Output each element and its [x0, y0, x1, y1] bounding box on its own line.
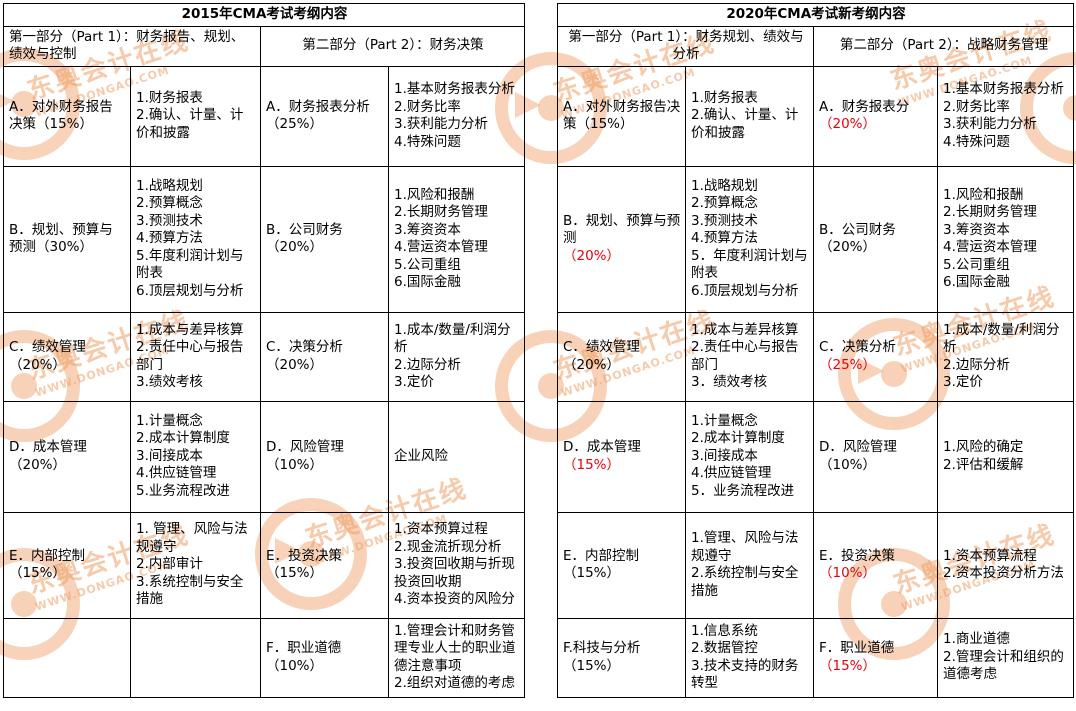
table-row: A．对外财务报告决策（15%） 1.财务报表 2.确认、计量、计价和披露 A．财务…	[3, 65, 525, 167]
part2-detail: 1.风险的确定 2.评估和缓解	[937, 400, 1074, 513]
part1-topic	[3, 617, 131, 698]
part1-detail: 1.成本与差异核算 2.责任中心与报告部门 3.绩效考核	[130, 311, 261, 402]
table-title: 2020年CMA考试新考纲内容	[557, 3, 1074, 27]
part1-topic: B．规划、预算与预测（30%）	[3, 165, 131, 313]
table-2015: 2015年CMA考试考纲内容 第一部分（Part 1）：财务报告、规划、绩效与控…	[3, 3, 525, 698]
part1-detail: 1.财务报表 2.确认、计量、计价和披露	[130, 65, 261, 167]
table-row: C．绩效管理（20%） 1.成本与差异核算 2.责任中心与报告部门 3.绩效考核 C…	[3, 311, 525, 402]
table-part-header-row: 第一部分（Part 1）：财务报告、规划、绩效与控制 第二部分（Part 2）：…	[3, 25, 525, 67]
table-row: E．内部控制（15%） 1.管理、风险与法规遵守 2.系统控制与安全措施 E．投资…	[557, 511, 1074, 619]
table-row: F．职业道德（10%） 1.管理会计和财务管理专业人士的职业道德注意事项 2.组织…	[3, 617, 525, 698]
part2-topic: C．决策分析 （25%）	[813, 311, 938, 402]
part2-detail: 1.成本/数量/利润分析 2.边际分析 3.定价	[937, 311, 1074, 402]
part1-detail: 1.计量概念 2.成本计算制度 3.间接成本 4.供应链管理 5.业务流程改进	[130, 400, 261, 513]
part1-topic: E．内部控制（15%）	[3, 511, 131, 619]
table-row: B．规划、预算与预测（30%） 1.战略规划 2.预算概念 3.预测技术 4.预算方法…	[3, 165, 525, 313]
part2-detail: 1.风险和报酬 2.长期财务管理 3.筹资资本 4.营运资本管理 5.公司重组 6.国际金…	[388, 165, 525, 313]
table-2020: 2020年CMA考试新考纲内容 第一部分（Part 1）：财务规划、绩效与分析 …	[557, 3, 1074, 698]
part2-header: 第二部分（Part 2）：财务决策	[260, 25, 525, 67]
table-row: F.科技与分析（15%） 1.信息系统 2.数据管控 3.技术支持的财务转型 F．职…	[557, 617, 1074, 698]
table-row: D．成本管理（20%） 1.计量概念 2.成本计算制度 3.间接成本 4.供应链管理 5…	[3, 400, 525, 513]
table-title: 2015年CMA考试考纲内容	[3, 3, 525, 27]
part2-topic: F．职业道德（10%）	[260, 617, 389, 698]
part2-topic: D．风险管理（10%）	[813, 400, 938, 513]
part1-detail: 1.战略规划 2.预算概念 3.预测技术 4.预算方法 5.年度利润计划与附表 6.顶层规…	[130, 165, 261, 313]
table-row: C．绩效管理（20%） 1.成本与差异核算 2.责任中心与报告部门 3．绩效考核 C…	[557, 311, 1074, 402]
part1-topic: F.科技与分析（15%）	[557, 617, 686, 698]
table-title-row: 2020年CMA考试新考纲内容	[557, 3, 1074, 27]
part2-topic: B．公司财务（20%）	[813, 165, 938, 313]
table-row: D．成本管理 （15%） 1.计量概念 2.成本计算制度 3.间接成本 4.供应链管理 5…	[557, 400, 1074, 513]
table-row: B．规划、预算与预测 （20%） 1.战略规划 2.预算概念 3.预测技术 4.预算方法…	[557, 165, 1074, 313]
part2-detail: 企业风险	[388, 400, 525, 513]
part1-detail: 1.成本与差异核算 2.责任中心与报告部门 3．绩效考核	[685, 311, 814, 402]
part1-header: 第一部分（Part 1）：财务规划、绩效与分析	[557, 25, 814, 67]
part2-topic: F．职业道德 （15%）	[813, 617, 938, 698]
part1-topic: E．内部控制（15%）	[557, 511, 686, 619]
part1-topic: A．对外财务报告决策（15%）	[3, 65, 131, 167]
table-title-row: 2015年CMA考试考纲内容	[3, 3, 525, 27]
part1-detail: 1.计量概念 2.成本计算制度 3.间接成本 4.供应链管理 5．业务流程改进	[685, 400, 814, 513]
part1-detail	[130, 617, 261, 698]
part2-detail: 1.基本财务报表分析 2.财务比率 3.获利能力分析 4.特殊问题	[937, 65, 1074, 167]
part2-detail: 1.风险和报酬 2.长期财务管理 3.筹资资本 4.营运资本管理 5.公司重组 6.国际金…	[937, 165, 1074, 313]
part2-detail: 1.资本预算过程 2.现金流折现分析 3.投资回收期与折现投资回收期 4.资本投资的风…	[388, 511, 525, 619]
part1-header: 第一部分（Part 1）：财务报告、规划、绩效与控制	[3, 25, 261, 67]
part2-detail: 1.资本预算流程 2.资本投资分析方法	[937, 511, 1074, 619]
part1-detail: 1. 管理、风险与法规遵守 2.内部审计 3.系统控制与安全措施	[130, 511, 261, 619]
table-row: E．内部控制（15%） 1. 管理、风险与法规遵守 2.内部审计 3.系统控制与安全…	[3, 511, 525, 619]
part2-detail: 1.成本/数量/利润分析 2.边际分析 3.定价	[388, 311, 525, 402]
part2-topic: A．财务报表分析（25%）	[260, 65, 389, 167]
part2-topic: E．投资决策 （10%）	[813, 511, 938, 619]
part2-topic: C．决策分析（20%）	[260, 311, 389, 402]
part1-detail: 1.战略规划 2.预算概念 3.预测技术 4.预算方法 5．年度利润计划与附表 6.顶层规…	[685, 165, 814, 313]
part1-topic: C．绩效管理（20%）	[3, 311, 131, 402]
table-part-header-row: 第一部分（Part 1）：财务规划、绩效与分析 第二部分（Part 2）：战略财…	[557, 25, 1074, 67]
part2-header: 第二部分（Part 2）：战略财务管理	[813, 25, 1074, 67]
part1-detail: 1.财务报表 2.确认、计量、计价和披露	[685, 65, 814, 167]
part2-topic: A．财务报表分 （20%）	[813, 65, 938, 167]
part1-topic: D．成本管理 （15%）	[557, 400, 686, 513]
table-row: A．对外财务报告决策（15%） 1.财务报表 2.确认、计量、计价和披露 A．财务…	[557, 65, 1074, 167]
part2-topic: D．风险管理（10%）	[260, 400, 389, 513]
part1-detail: 1.信息系统 2.数据管控 3.技术支持的财务转型	[685, 617, 814, 698]
part1-topic: C．绩效管理（20%）	[557, 311, 686, 402]
part2-topic: E．投资决策（15%）	[260, 511, 389, 619]
part1-topic: B．规划、预算与预测 （20%）	[557, 165, 686, 313]
part2-detail: 1.管理会计和财务管理专业人士的职业道德注意事项 2.组织对道德的考虑	[388, 617, 525, 698]
part1-detail: 1.管理、风险与法规遵守 2.系统控制与安全措施	[685, 511, 814, 619]
part2-detail: 1.商业道德 2.管理会计和组织的道德考虑	[937, 617, 1074, 698]
part2-detail: 1.基本财务报表分析 2.财务比率 3.获利能力分析 4.特殊问题	[388, 65, 525, 167]
part2-topic: B．公司财务（20%）	[260, 165, 389, 313]
part1-topic: D．成本管理（20%）	[3, 400, 131, 513]
part1-topic: A．对外财务报告决策（15%）	[557, 65, 686, 167]
